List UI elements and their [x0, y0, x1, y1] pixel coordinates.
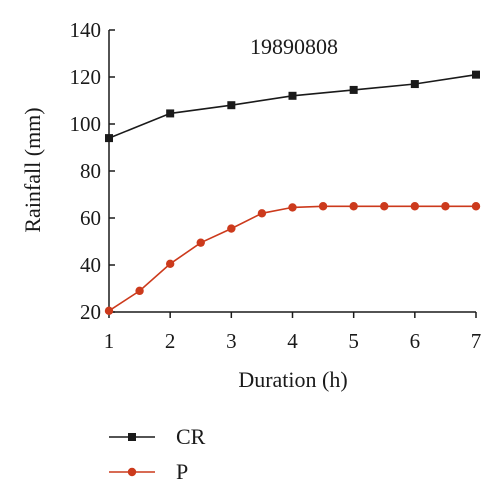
y-tick-label: 140: [70, 18, 102, 42]
data-point-cr: [472, 70, 480, 79]
data-point-p: [165, 259, 175, 269]
data-point-cr: [166, 109, 175, 118]
legend-label-cr: CR: [176, 424, 206, 449]
data-point-cr: [227, 101, 236, 110]
x-tick-label: 5: [348, 329, 359, 353]
y-tick-label: 80: [80, 159, 101, 183]
data-point-cr: [288, 91, 297, 100]
data-point-p: [471, 202, 481, 211]
x-tick-label: 7: [471, 329, 482, 353]
data-point-p: [349, 202, 358, 211]
y-tick-label: 100: [70, 112, 102, 136]
data-point-cr: [105, 134, 113, 143]
legend-marker-cr: [128, 433, 136, 441]
data-point-p: [288, 203, 297, 212]
chart-annotation: 19890808: [250, 34, 338, 59]
x-tick-label: 2: [165, 329, 176, 353]
data-point-p: [135, 286, 144, 296]
x-tick-label: 4: [287, 329, 298, 353]
data-point-cr: [349, 85, 358, 94]
x-axis-title: Duration (h): [238, 367, 347, 392]
data-point-p: [227, 224, 236, 233]
y-tick-label: 60: [80, 206, 101, 230]
data-point-p: [257, 209, 267, 218]
series-line-p: [108, 205, 476, 312]
legend-marker-p: [127, 467, 137, 477]
x-tick-label: 3: [226, 329, 237, 353]
data-point-p: [410, 202, 420, 211]
data-point-p: [318, 202, 328, 211]
data-point-p: [380, 202, 389, 211]
y-tick-label: 40: [80, 253, 101, 277]
data-point-p: [196, 238, 205, 247]
series-line-cr: [108, 73, 477, 139]
y-axis-title: Rainfall (mm): [20, 107, 45, 232]
data-point-cr: [410, 80, 419, 89]
data-point-p: [441, 202, 450, 211]
x-tick-label: 6: [410, 329, 421, 353]
data-point-p: [104, 306, 114, 316]
legend-label-p: P: [176, 459, 188, 484]
legend: CR P: [109, 424, 206, 484]
y-tick-label: 120: [70, 65, 102, 89]
x-tick-label: 1: [104, 329, 115, 353]
y-tick-label: 20: [80, 300, 101, 324]
plot-area: 20 40 60 80 100 120 140 1 2 3 4 5 6 7: [70, 18, 482, 353]
